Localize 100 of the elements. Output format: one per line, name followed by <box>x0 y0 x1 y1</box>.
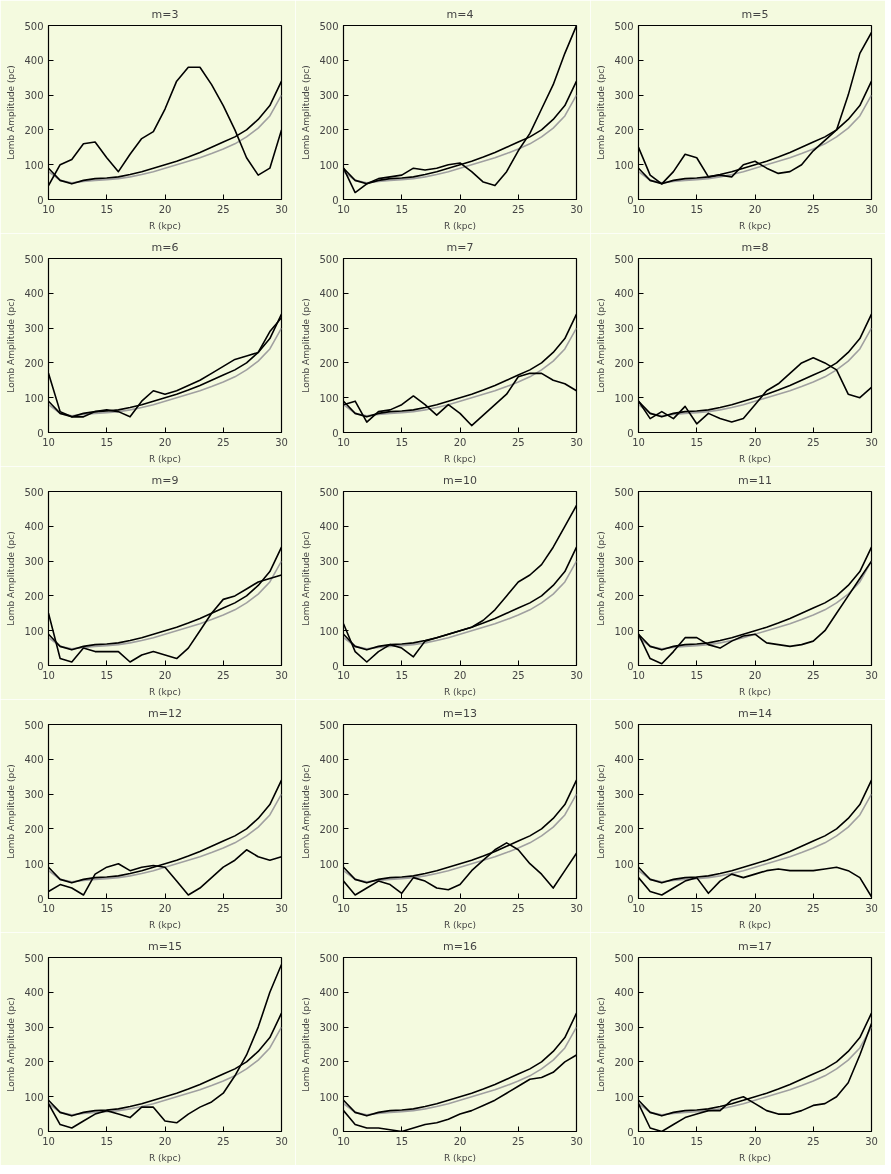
y-tick-label: 300 <box>319 789 339 801</box>
y-tick-label: 500 <box>24 20 44 32</box>
x-tick-label: 15 <box>100 902 114 914</box>
x-tick-label: 15 <box>395 436 409 448</box>
y-tick-label: 400 <box>614 521 634 533</box>
y-axis-title: Lomb Amplitude (pc) <box>6 298 17 393</box>
x-tick-label: 10 <box>42 669 55 681</box>
x-tick-label: 15 <box>395 203 409 215</box>
x-tick-label: 25 <box>806 203 820 215</box>
y-tick-label: 400 <box>319 754 339 766</box>
x-tick-label: 25 <box>511 1135 525 1147</box>
y-tick-label: 200 <box>24 823 44 835</box>
x-tick-label: 10 <box>632 203 645 215</box>
x-tick-label: 15 <box>100 436 114 448</box>
chart-title: m=9 <box>151 473 179 487</box>
y-axis-title: Lomb Amplitude (pc) <box>301 298 312 393</box>
y-tick-label: 100 <box>24 625 44 637</box>
chart-title: m=10 <box>443 473 477 487</box>
x-tick-label: 30 <box>865 902 878 914</box>
x-tick-label: 10 <box>632 436 645 448</box>
y-tick-label: 500 <box>24 253 44 265</box>
x-tick-label: 30 <box>275 1135 288 1147</box>
y-tick-label: 100 <box>319 625 339 637</box>
y-tick-label: 300 <box>24 323 44 335</box>
y-tick-label: 0 <box>37 893 44 905</box>
y-tick-label: 100 <box>24 858 44 870</box>
x-tick-label: 15 <box>690 203 704 215</box>
y-tick-label: 0 <box>627 893 634 905</box>
y-tick-label: 200 <box>319 823 339 835</box>
y-tick-label: 500 <box>319 719 339 731</box>
y-tick-label: 200 <box>319 1056 339 1068</box>
y-tick-label: 0 <box>627 660 634 672</box>
x-axis-title: R (kpc) <box>444 453 477 464</box>
x-axis-title: R (kpc) <box>149 686 182 697</box>
y-tick-label: 100 <box>319 858 339 870</box>
x-tick-label: 10 <box>42 203 55 215</box>
y-tick-label: 500 <box>319 952 339 964</box>
x-axis-title: R (kpc) <box>149 1152 182 1163</box>
x-tick-label: 10 <box>42 1135 55 1147</box>
x-tick-label: 15 <box>690 436 704 448</box>
y-tick-label: 300 <box>319 1022 339 1034</box>
y-tick-label: 100 <box>319 1091 339 1103</box>
y-tick-label: 100 <box>614 625 634 637</box>
y-tick-label: 400 <box>24 987 44 999</box>
y-axis-title: Lomb Amplitude (pc) <box>301 65 312 160</box>
x-tick-label: 15 <box>690 1135 704 1147</box>
y-tick-label: 200 <box>614 357 634 369</box>
chart-title: m=17 <box>738 939 772 953</box>
x-tick-label: 15 <box>395 1135 409 1147</box>
y-tick-label: 0 <box>37 1126 44 1138</box>
y-tick-label: 100 <box>614 392 634 404</box>
y-tick-label: 300 <box>319 90 339 102</box>
x-axis-title: R (kpc) <box>739 1152 772 1163</box>
y-tick-label: 400 <box>614 288 634 300</box>
x-tick-label: 15 <box>100 1135 114 1147</box>
y-tick-label: 300 <box>614 556 634 568</box>
x-tick-label: 30 <box>570 669 583 681</box>
y-tick-label: 100 <box>614 1091 634 1103</box>
y-axis-title: Lomb Amplitude (pc) <box>596 65 607 160</box>
y-tick-label: 400 <box>614 55 634 67</box>
chart-title: m=5 <box>741 7 769 21</box>
x-tick-label: 20 <box>158 902 172 914</box>
x-tick-label: 30 <box>865 436 878 448</box>
y-tick-label: 100 <box>614 858 634 870</box>
x-tick-label: 25 <box>216 669 230 681</box>
y-axis-title: Lomb Amplitude (pc) <box>6 531 17 626</box>
y-axis-title: Lomb Amplitude (pc) <box>596 764 607 859</box>
x-tick-label: 30 <box>570 902 583 914</box>
y-tick-label: 500 <box>319 253 339 265</box>
x-tick-label: 20 <box>748 1135 762 1147</box>
y-tick-label: 400 <box>24 754 44 766</box>
y-tick-label: 200 <box>24 124 44 136</box>
chart-title: m=13 <box>443 706 477 720</box>
chart-title: m=15 <box>148 939 182 953</box>
x-tick-label: 10 <box>337 1135 350 1147</box>
x-tick-label: 30 <box>865 669 878 681</box>
y-tick-label: 500 <box>614 719 634 731</box>
y-tick-label: 200 <box>319 357 339 369</box>
x-tick-label: 25 <box>806 669 820 681</box>
y-tick-label: 400 <box>319 987 339 999</box>
y-axis-title: Lomb Amplitude (pc) <box>596 298 607 393</box>
y-tick-label: 0 <box>332 893 339 905</box>
x-tick-label: 25 <box>511 203 525 215</box>
chart-title: m=8 <box>741 240 769 254</box>
x-tick-label: 25 <box>806 1135 820 1147</box>
chart-title: m=16 <box>443 939 477 953</box>
x-tick-label: 25 <box>806 902 820 914</box>
y-tick-label: 400 <box>319 521 339 533</box>
x-axis-title: R (kpc) <box>444 919 477 930</box>
y-tick-label: 100 <box>319 392 339 404</box>
x-tick-label: 20 <box>158 1135 172 1147</box>
y-tick-label: 500 <box>614 20 634 32</box>
x-tick-label: 20 <box>748 902 762 914</box>
y-tick-label: 300 <box>24 90 44 102</box>
y-tick-label: 0 <box>627 194 634 206</box>
x-tick-label: 20 <box>748 203 762 215</box>
x-axis-title: R (kpc) <box>739 686 772 697</box>
y-tick-label: 200 <box>319 124 339 136</box>
y-axis-title: Lomb Amplitude (pc) <box>301 531 312 626</box>
x-tick-label: 10 <box>632 902 645 914</box>
